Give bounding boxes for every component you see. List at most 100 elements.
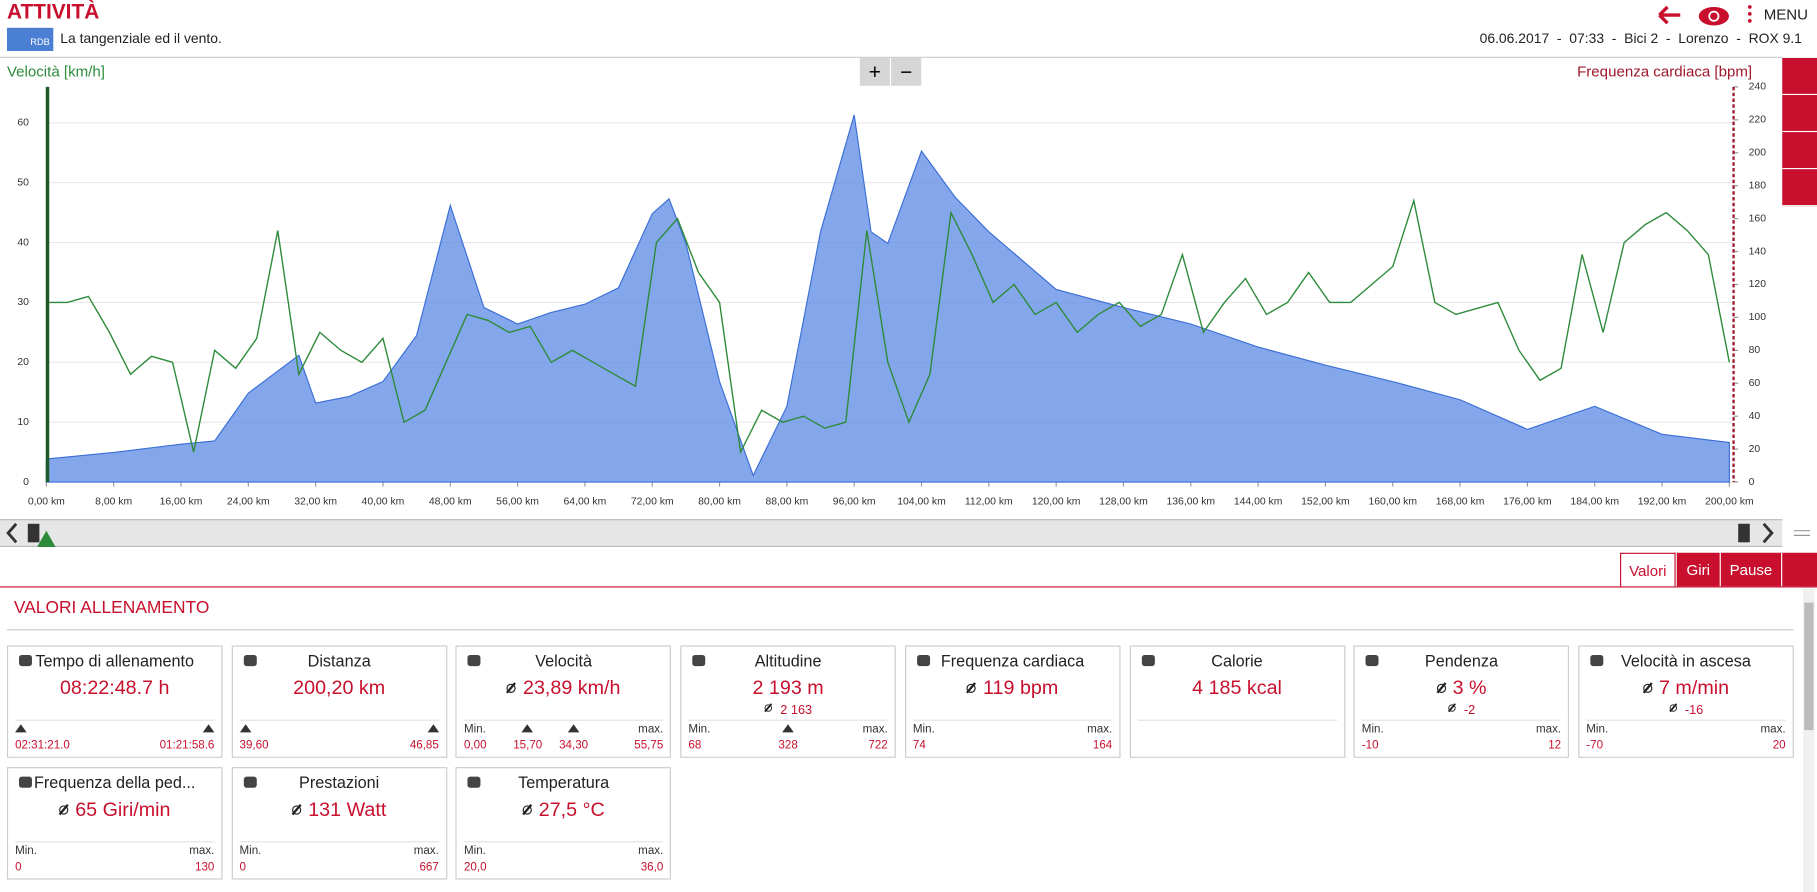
x-tick-label: 160,00 km: [1368, 497, 1417, 508]
card-title: Frequenza della ped...: [33, 772, 196, 792]
icon-shape: [427, 724, 439, 733]
icon-shape: [202, 724, 215, 733]
card-icon: [19, 776, 32, 788]
y2-tick-label: 60: [1749, 378, 1761, 389]
icon-shape: [782, 724, 794, 733]
range-slider[interactable]: [0, 519, 1783, 547]
stat-icon: [15, 723, 27, 736]
tab-values[interactable]: Valori: [1620, 552, 1676, 587]
stat-card: Altitudine 2 193 m 2 163 Min. 68 328 max. 722: [680, 645, 896, 758]
avg-icon: [291, 805, 302, 815]
stat-label: Min.: [463, 723, 486, 736]
stat-card: Prestazioni 131 Watt Min. 0 max. 667: [231, 767, 447, 880]
stat-label: Min.: [1361, 723, 1384, 736]
tab-pauses[interactable]: Pause: [1720, 552, 1782, 587]
card-value: 23,89 km/h: [457, 677, 670, 700]
stat-icon: [427, 723, 439, 736]
x-tick-label: 128,00 km: [1099, 497, 1148, 508]
x-tick-label: 184,00 km: [1570, 497, 1619, 508]
card-divider: [239, 719, 439, 721]
stat-value: 01:21:58.6: [159, 739, 215, 753]
card-divider: [1586, 719, 1786, 721]
y-tick-label: 30: [17, 297, 29, 308]
tab-menu[interactable]: [1782, 552, 1817, 587]
x-tick-label: 200,00 km: [1705, 497, 1754, 508]
stat-value: 39,60: [239, 739, 269, 753]
left-axis-selector[interactable]: Velocità [km/h]: [6, 62, 105, 80]
value-text: 2 193 m: [752, 676, 824, 699]
tab-laps[interactable]: Giri: [1676, 552, 1720, 587]
card-divider: [463, 841, 664, 843]
scrollbar[interactable]: [1803, 588, 1815, 892]
avg-icon: [506, 683, 517, 693]
x-tick-label: 24,00 km: [227, 497, 270, 508]
x-tick-label: 176,00 km: [1503, 497, 1552, 508]
icon-shape: [567, 724, 580, 733]
value-text: 08:22:48.7 h: [59, 676, 170, 699]
stat-value: 68: [688, 739, 702, 753]
zoom-in[interactable]: +: [859, 57, 890, 86]
stat-value: 55,75: [634, 739, 664, 753]
x-tick-label: 72,00 km: [631, 497, 674, 508]
card-divider: [15, 841, 215, 843]
card-divider: [1361, 719, 1562, 721]
x-tick-label: 80,00 km: [698, 497, 741, 508]
sport-badge: RDB: [6, 27, 54, 51]
side-bars[interactable]: [1782, 169, 1817, 207]
stat-value: -10: [1361, 739, 1379, 753]
value-text: 7 m/min: [1659, 676, 1730, 699]
stat-label: Min.: [463, 844, 486, 858]
side-line[interactable]: [1782, 95, 1817, 133]
slider-handles[interactable]: [0, 519, 1817, 549]
side-avg[interactable]: [1782, 132, 1817, 170]
x-tick-label: 32,00 km: [294, 497, 337, 508]
sub-text: -2: [1463, 703, 1476, 718]
card-icon: [467, 776, 481, 788]
stat-value: -70: [1586, 739, 1604, 753]
card-sub-value: 2 163: [681, 703, 894, 717]
value-text: 3 %: [1452, 676, 1487, 699]
card-icon: [1141, 654, 1155, 667]
value-text: 65 Giri/min: [75, 798, 171, 821]
stat-label: max.: [189, 844, 215, 858]
side-list[interactable]: [1782, 57, 1817, 96]
x-tick-label: 8,00 km: [95, 497, 132, 508]
stat-value: 20: [1772, 739, 1786, 753]
card-icon: [19, 654, 32, 667]
stat-label: Min.: [688, 723, 711, 736]
stat-value: 722: [868, 739, 888, 753]
stat-card: Temperatura 27,5 °C Min. 20,0 max. 36,0: [455, 767, 672, 880]
y-tick-label: 20: [17, 357, 29, 368]
y2-tick-label: 0: [1749, 477, 1755, 488]
value-text: 27,5 °C: [538, 798, 605, 821]
x-tick-label: 48,00 km: [429, 497, 472, 508]
avg-icon: [966, 683, 977, 693]
card-icon: [243, 776, 257, 788]
x-tick-label: 56,00 km: [496, 497, 539, 508]
right-axis-selector[interactable]: Frequenza cardiaca [bpm]: [1577, 62, 1753, 80]
scroll-thumb[interactable]: [1804, 602, 1814, 731]
icon-shape: [521, 724, 534, 733]
card-title: Prestazioni: [299, 772, 380, 792]
stat-icon: [202, 723, 215, 736]
sub-text: 2 163: [780, 703, 813, 718]
card-value: 4 185 kcal: [1130, 677, 1343, 700]
x-tick-label: 0,00 km: [28, 497, 65, 508]
card-value: 131 Watt: [233, 798, 446, 821]
avg-icon: [1436, 683, 1446, 693]
x-tick-label: 136,00 km: [1166, 497, 1215, 508]
card-icon: [1365, 654, 1379, 667]
card-value: 08:22:48.7 h: [8, 677, 221, 700]
stat-value: 667: [419, 860, 439, 874]
header-icons[interactable]: [1655, 2, 1759, 27]
stat-card: Velocità 23,89 km/h Min. 0,00 15,70 34,30 max.…: [455, 645, 672, 758]
zoom-out[interactable]: −: [891, 57, 922, 86]
menu-button[interactable]: MENU: [1763, 5, 1809, 24]
card-value: 3 %: [1355, 677, 1568, 700]
value-text: 23,89 km/h: [522, 676, 621, 699]
stat-value: 15,70: [513, 739, 543, 753]
stat-value: 0: [15, 860, 22, 874]
stat-card: Pendenza 3 % -2 Min. -10 max. 12: [1353, 645, 1570, 758]
stat-icon: [521, 723, 534, 736]
